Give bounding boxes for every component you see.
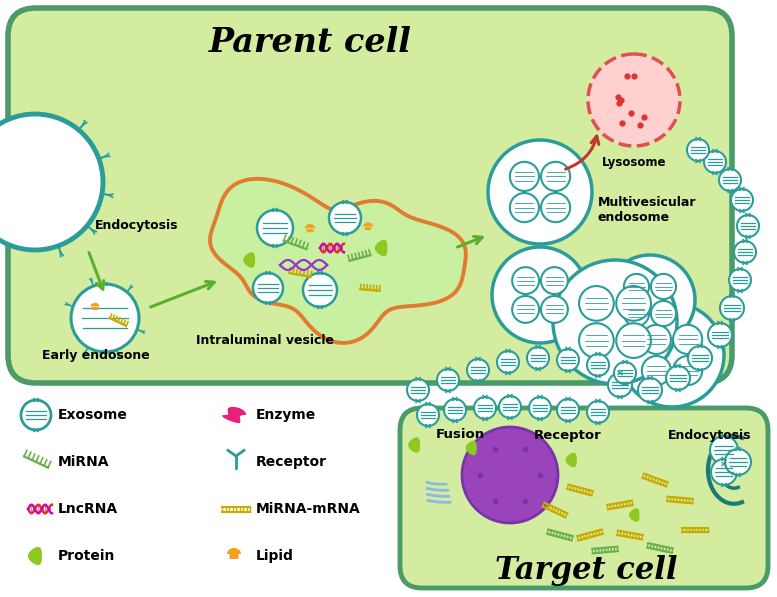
Circle shape (734, 241, 756, 263)
Text: Exosome: Exosome (58, 408, 128, 422)
Polygon shape (566, 453, 577, 467)
Text: Parent cell: Parent cell (208, 26, 412, 59)
Circle shape (673, 325, 702, 354)
Text: Endocytosis: Endocytosis (95, 219, 179, 232)
Circle shape (642, 356, 671, 385)
Circle shape (608, 373, 632, 397)
Circle shape (673, 356, 702, 385)
Circle shape (510, 193, 539, 222)
Circle shape (620, 303, 724, 407)
Circle shape (587, 354, 609, 376)
Polygon shape (28, 547, 42, 565)
Circle shape (541, 193, 570, 222)
Circle shape (510, 162, 539, 191)
Circle shape (737, 215, 759, 237)
Circle shape (529, 397, 551, 419)
Text: Enzyme: Enzyme (256, 408, 316, 422)
Circle shape (541, 267, 568, 294)
Polygon shape (90, 303, 99, 310)
Circle shape (303, 273, 337, 307)
Circle shape (642, 325, 671, 354)
Circle shape (719, 169, 741, 191)
Circle shape (651, 274, 676, 299)
Circle shape (329, 202, 361, 234)
Polygon shape (465, 441, 477, 456)
Text: Lipid: Lipid (256, 549, 294, 563)
Polygon shape (222, 407, 246, 423)
Text: Protein: Protein (58, 549, 115, 563)
Circle shape (512, 267, 539, 294)
Circle shape (588, 54, 680, 146)
Circle shape (731, 189, 753, 211)
Text: Fusion: Fusion (435, 429, 485, 442)
Text: MiRNA: MiRNA (58, 455, 110, 469)
Circle shape (492, 247, 588, 343)
Text: Receptor: Receptor (534, 429, 602, 442)
Circle shape (499, 396, 521, 418)
Circle shape (729, 269, 751, 291)
Polygon shape (629, 508, 639, 522)
Circle shape (474, 397, 496, 419)
Circle shape (579, 323, 614, 358)
Circle shape (541, 296, 568, 323)
Polygon shape (210, 179, 466, 343)
Circle shape (553, 260, 677, 384)
Circle shape (666, 366, 690, 390)
Polygon shape (305, 224, 315, 232)
Circle shape (587, 401, 609, 423)
Circle shape (444, 399, 466, 421)
Circle shape (704, 151, 726, 173)
Polygon shape (243, 253, 255, 267)
Circle shape (407, 379, 429, 401)
Circle shape (257, 210, 293, 246)
Circle shape (0, 114, 103, 250)
Text: Target cell: Target cell (495, 555, 678, 586)
Circle shape (688, 346, 712, 370)
Circle shape (605, 255, 695, 345)
Circle shape (624, 301, 649, 326)
Circle shape (708, 323, 732, 347)
Circle shape (711, 459, 737, 485)
Polygon shape (363, 223, 373, 230)
Text: Multivesicular
endosome: Multivesicular endosome (598, 196, 696, 224)
Circle shape (616, 286, 651, 321)
Circle shape (557, 349, 579, 371)
Circle shape (720, 296, 744, 320)
Polygon shape (227, 548, 241, 559)
Circle shape (614, 362, 636, 384)
FancyBboxPatch shape (400, 408, 768, 588)
Circle shape (638, 378, 662, 402)
Circle shape (71, 284, 139, 352)
Circle shape (541, 162, 570, 191)
Circle shape (725, 449, 751, 475)
Circle shape (417, 404, 439, 426)
Circle shape (579, 286, 614, 321)
Circle shape (497, 351, 519, 373)
Circle shape (616, 323, 651, 358)
Circle shape (437, 369, 459, 391)
Text: MiRNA-mRNA: MiRNA-mRNA (256, 502, 361, 516)
Text: Intraluminal vesicle: Intraluminal vesicle (196, 334, 334, 346)
Circle shape (687, 139, 709, 161)
Text: LncRNA: LncRNA (58, 502, 118, 516)
Polygon shape (408, 437, 420, 453)
Circle shape (253, 273, 283, 303)
Circle shape (651, 301, 676, 326)
Circle shape (21, 400, 51, 430)
Circle shape (488, 140, 592, 244)
Circle shape (467, 359, 489, 381)
Circle shape (624, 274, 649, 299)
Circle shape (710, 436, 738, 464)
Circle shape (557, 399, 579, 421)
Circle shape (512, 296, 539, 323)
Text: Endocytosis: Endocytosis (668, 429, 752, 442)
Polygon shape (375, 240, 388, 256)
Text: Early endosone: Early endosone (42, 349, 150, 362)
FancyBboxPatch shape (8, 8, 732, 383)
Circle shape (462, 427, 558, 523)
Circle shape (527, 347, 549, 369)
Text: Receptor: Receptor (256, 455, 327, 469)
Text: Lysosome: Lysosome (601, 156, 666, 169)
